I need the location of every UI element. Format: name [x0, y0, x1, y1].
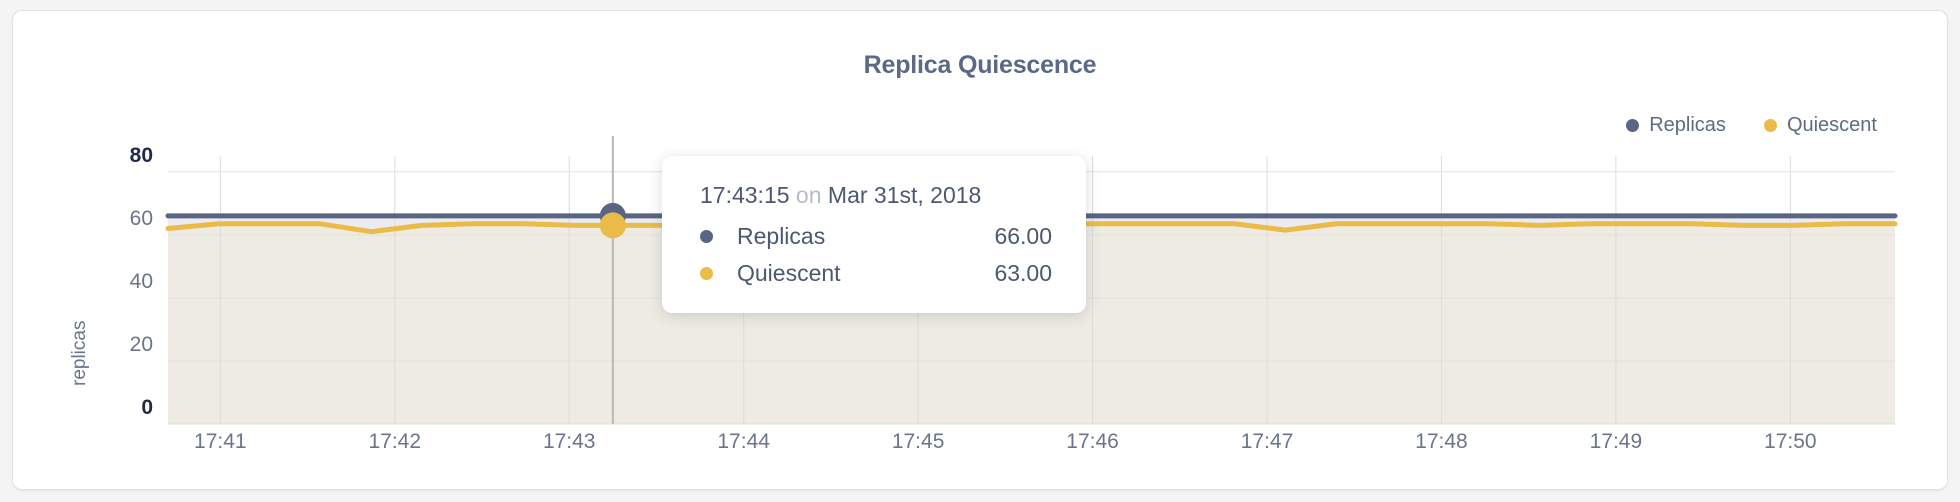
- legend-label: Quiescent: [1786, 114, 1877, 136]
- tooltip-series-value: 66.00: [994, 223, 1052, 249]
- x-axis-tick: 17:42: [368, 430, 422, 453]
- x-axis-tick: 17:47: [1240, 430, 1294, 453]
- x-axis-tick: 17:45: [891, 430, 945, 453]
- legend-dot-icon: [1763, 119, 1777, 132]
- chart-card: Replica Quiescence Replicas Quiescent re…: [12, 10, 1948, 490]
- x-axis-tick: 17:50: [1764, 430, 1817, 453]
- tooltip-date: Mar 31st, 2018: [827, 182, 982, 208]
- y-axis-tick: 80: [129, 144, 153, 167]
- chart-tooltip: 17:43:15 on Mar 31st, 2018 Replicas 66.0…: [662, 156, 1086, 313]
- legend-dot-icon: [1626, 119, 1640, 132]
- chart-legend: Replicas Quiescent: [1626, 114, 1877, 137]
- tooltip-dot-icon: [700, 230, 713, 243]
- y-axis-tick: 0: [141, 396, 153, 419]
- legend-label: Replicas: [1649, 114, 1726, 136]
- x-axis-tick: 17:46: [1066, 430, 1119, 453]
- tooltip-connector: on: [795, 182, 822, 208]
- tooltip-series-label: Replicas: [737, 223, 826, 249]
- y-axis-tick: 60: [129, 207, 153, 230]
- y-axis-tick: 40: [129, 270, 153, 293]
- x-axis-tick: 17:43: [542, 430, 596, 453]
- x-axis-tick: 17:48: [1415, 430, 1468, 453]
- legend-item-quiescent[interactable]: Quiescent: [1763, 114, 1877, 137]
- x-axis: 17:41 17:42 17:43 17:44 17:45 17:46 17:47 17:48…: [168, 430, 1895, 460]
- x-axis-tick: 17:44: [717, 430, 770, 453]
- y-axis: replicas 80 60 40 20 0: [69, 144, 153, 424]
- quiescent-area-fill: [168, 223, 1895, 424]
- tooltip-header: 17:43:15 on Mar 31st, 2018: [700, 182, 1052, 209]
- legend-item-replicas[interactable]: Replicas: [1626, 114, 1726, 137]
- tooltip-time: 17:43:15: [700, 182, 790, 208]
- y-axis-tick: 20: [129, 333, 153, 356]
- tooltip-series-label: Quiescent: [737, 260, 841, 286]
- tooltip-row-replicas: Replicas 66.00: [700, 223, 1052, 250]
- tooltip-series-value: 63.00: [994, 260, 1052, 286]
- page-title: Replica Quiescence: [863, 51, 1097, 79]
- x-axis-tick: 17:41: [194, 430, 247, 453]
- x-axis-tick: 17:49: [1589, 430, 1643, 453]
- tooltip-row-quiescent: Quiescent 63.00: [700, 260, 1052, 287]
- hover-point-quiescent: [599, 212, 626, 239]
- tooltip-dot-icon: [700, 267, 713, 280]
